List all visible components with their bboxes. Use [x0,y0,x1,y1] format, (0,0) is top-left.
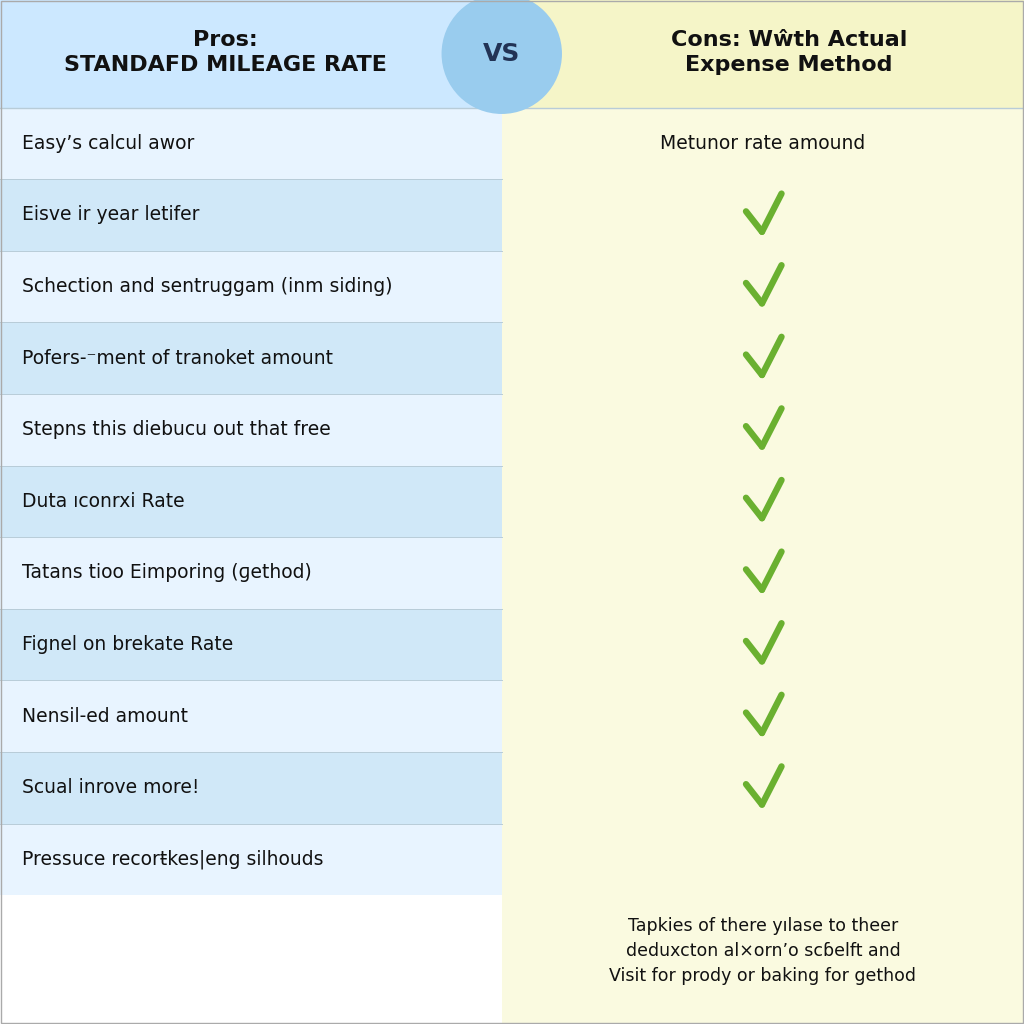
FancyBboxPatch shape [0,538,502,608]
Text: Pressuce recorŧkes|eng silhouds: Pressuce recorŧkes|eng silhouds [22,850,324,869]
FancyBboxPatch shape [0,0,502,108]
FancyBboxPatch shape [0,394,502,466]
FancyBboxPatch shape [0,108,502,179]
Text: Pros:
STANDAFD MILEAGE RATE: Pros: STANDAFD MILEAGE RATE [65,31,387,75]
FancyBboxPatch shape [0,752,502,823]
Text: Tapkies of there yılase to theer
deduxcton al×orn’o scɓelft and
Visit for prody : Tapkies of there yılase to theer deduxct… [609,916,916,985]
FancyBboxPatch shape [0,179,502,251]
Text: Stepns this diebucu out that free: Stepns this diebucu out that free [22,420,331,439]
FancyBboxPatch shape [0,323,502,394]
Text: Schection and sentruggam (inm siding): Schection and sentruggam (inm siding) [22,278,392,296]
FancyBboxPatch shape [0,680,502,752]
FancyBboxPatch shape [502,0,1024,1024]
Text: Fignel on brekate Rate: Fignel on brekate Rate [22,635,233,654]
Text: Pofers-⁻ment of tranoket amount: Pofers-⁻ment of tranoket amount [22,348,333,368]
FancyBboxPatch shape [502,0,1024,108]
Text: Eisve ir year letifer: Eisve ir year letifer [22,206,200,224]
FancyBboxPatch shape [0,608,502,680]
Text: Tatans tioo Eimporing (ɡethod): Tatans tioo Eimporing (ɡethod) [22,563,311,583]
Text: Easy’s calcul awor: Easy’s calcul awor [22,134,195,153]
Circle shape [441,0,562,114]
Text: Duta ıconrxi Rate: Duta ıconrxi Rate [22,492,184,511]
FancyBboxPatch shape [0,466,502,538]
Text: VS: VS [483,42,520,66]
FancyBboxPatch shape [0,251,502,323]
Text: Scual inrove more!: Scual inrove more! [22,778,200,798]
FancyBboxPatch shape [0,823,502,895]
Text: Nensil‐ed amount: Nensil‐ed amount [22,707,188,726]
Text: Cons: Wŵth Actual
Expense Method: Cons: Wŵth Actual Expense Method [671,31,907,75]
Text: Metunor rate amound: Metunor rate amound [660,134,865,153]
